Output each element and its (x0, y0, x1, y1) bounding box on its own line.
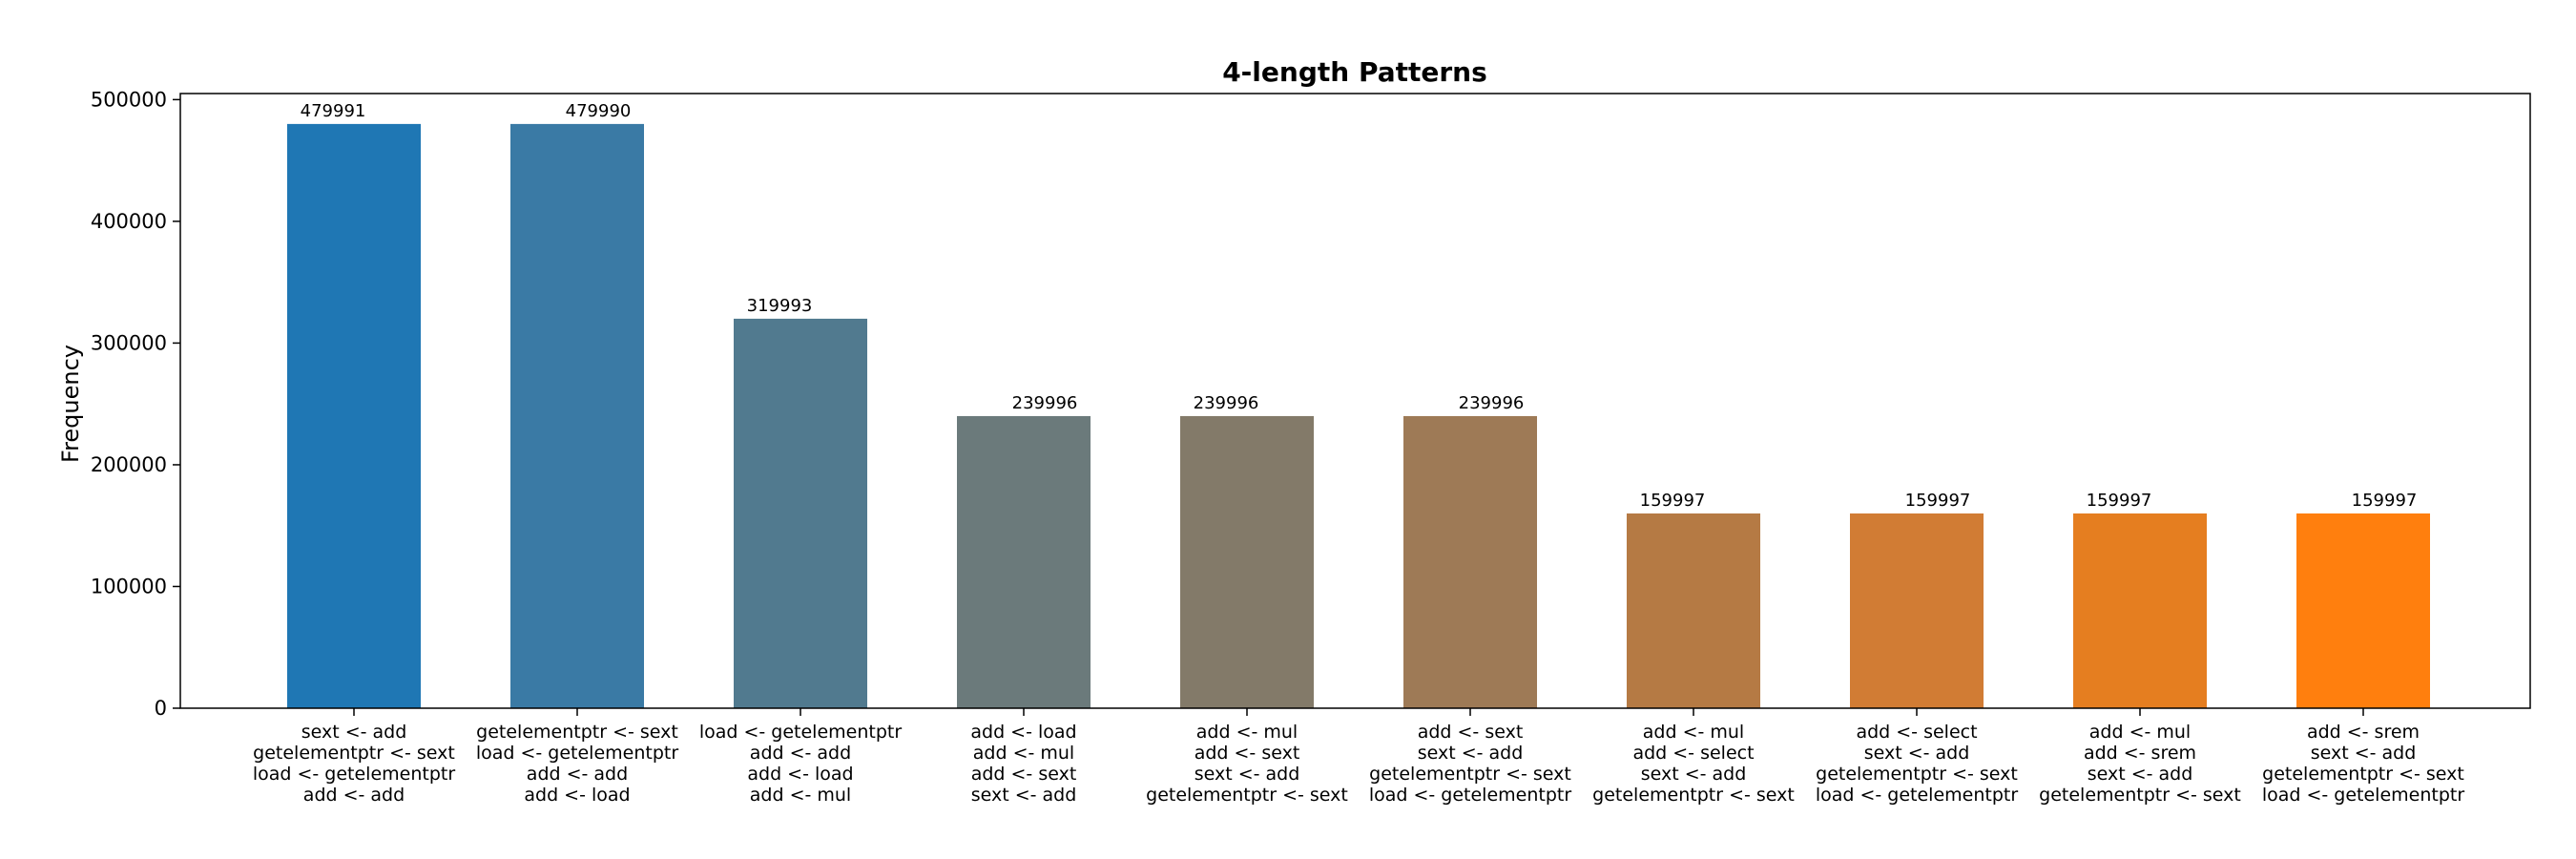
x-tick-label: add <- mul add <- sext sext <- add geteleme… (1146, 722, 1348, 806)
x-tick-label-line: getelementptr <- sext (1146, 785, 1348, 806)
x-tick-label-line: sext <- add (2088, 764, 2193, 785)
x-tick-label-line: sext <- add (1864, 743, 1970, 764)
x-tick-label-line: load <- getelementptr (1816, 785, 2019, 806)
x-tick-label: sext <- add getelementptr <- sext load <- … (253, 722, 456, 806)
x-tick-label-line: getelementptr <- sext (253, 743, 455, 764)
x-tick-label-line: add <- select (1632, 743, 1754, 764)
data-label: 479990 (566, 101, 632, 121)
bar (1627, 513, 1760, 708)
x-tick-label-line: load <- getelementptr (1369, 785, 1572, 806)
plot-frame (179, 93, 2531, 709)
data-label: 239996 (1012, 393, 1078, 413)
x-tick-label-line: getelementptr <- sext (1592, 785, 1795, 806)
x-tick-label-line: getelementptr <- sext (1369, 764, 1571, 785)
bar (510, 123, 644, 709)
bars-group (287, 123, 2430, 709)
bar (957, 415, 1091, 708)
bar (1180, 415, 1314, 708)
x-tick-label-line: add <- load (747, 764, 853, 785)
x-tick-label-line: load <- getelementptr (253, 764, 456, 785)
x-tick-label-line: sext <- add (301, 722, 407, 743)
chart-title: 4-length Patterns (1222, 56, 1487, 88)
x-tick-label-line: add <- sext (1418, 722, 1524, 743)
bar (2073, 513, 2207, 708)
y-tick-label: 200000 (91, 453, 167, 476)
x-tick-label-line: add <- add (527, 764, 628, 785)
x-tick-label-line: sext <- add (1418, 743, 1524, 764)
x-tick-label: add <- select sext <- add getelementptr <-… (1816, 722, 2019, 806)
data-label: 159997 (2087, 491, 2152, 511)
bar (287, 123, 421, 708)
data-labels-group: 479991 479990 319993 239996 239996 239996 1599… (301, 101, 2418, 511)
y-tick-label: 0 (155, 697, 167, 720)
x-tick-label-line: add <- load (970, 722, 1076, 743)
x-tick-label-line: getelementptr <- sext (2039, 785, 2241, 806)
data-label: 479991 (301, 101, 366, 121)
x-tick-label-line: load <- getelementptr (699, 722, 903, 743)
y-axis-title: Frequency (57, 345, 84, 463)
y-tick-label: 400000 (91, 210, 167, 233)
x-tick-label-line: sext <- add (1641, 764, 1747, 785)
x-tick-label: load <- getelementptr add <- add add <- lo… (699, 722, 903, 806)
x-tick-label-line: sext <- add (1195, 764, 1300, 785)
x-tick-label: add <- mul add <- select sext <- add getele… (1592, 722, 1795, 806)
y-tick-label: 300000 (91, 331, 167, 354)
x-tick-label-line: add <- mul (1196, 722, 1298, 743)
x-tick-label: getelementptr <- sext load <- getelementp… (476, 722, 679, 806)
x-tick-label-line: getelementptr <- sext (2262, 764, 2464, 785)
bar (1403, 415, 1537, 708)
x-tick-label-line: load <- getelementptr (2262, 785, 2465, 806)
data-label: 239996 (1459, 393, 1525, 413)
x-tick-label-line: getelementptr <- sext (1816, 764, 2018, 785)
x-tick-label-line: add <- srem (2084, 743, 2196, 764)
y-tick-label: 500000 (91, 88, 167, 111)
x-tick-label-line: add <- mul (1643, 722, 1744, 743)
x-tick-label-line: add <- load (524, 785, 630, 806)
x-tick-label-line: getelementptr <- sext (476, 722, 678, 743)
data-label: 159997 (1905, 491, 1971, 511)
x-tick-label-line: add <- mul (750, 785, 851, 806)
x-tick-label: add <- srem sext <- add getelementptr <- s… (2262, 722, 2465, 806)
x-tick-label-line: add <- sext (1195, 743, 1300, 764)
x-axis-ticks: sext <- add getelementptr <- sext load <- … (253, 708, 2465, 806)
x-tick-label-line: sext <- add (971, 785, 1077, 806)
x-tick-label-line: add <- srem (2307, 722, 2420, 743)
bar (1850, 513, 1984, 708)
x-tick-label: add <- mul add <- srem sext <- add geteleme… (2039, 722, 2241, 806)
x-tick-label: add <- sext sext <- add getelementptr <- s… (1369, 722, 1572, 806)
y-axis-ticks: 0 100000 200000 300000 400000 500000 (91, 88, 180, 720)
bar (734, 318, 867, 708)
data-label: 159997 (1640, 491, 1706, 511)
y-tick-label: 100000 (91, 575, 167, 597)
data-label: 239996 (1194, 393, 1259, 413)
x-tick-label: add <- load add <- mul add <- sext sext <- … (970, 722, 1076, 806)
x-tick-label-line: sext <- add (2311, 743, 2417, 764)
data-label: 319993 (747, 296, 813, 316)
x-tick-label-line: add <- add (750, 743, 851, 764)
x-tick-label-line: add <- add (303, 785, 405, 806)
x-tick-label-line: add <- select (1856, 722, 1977, 743)
x-tick-label-line: add <- mul (2089, 722, 2191, 743)
x-tick-label-line: add <- sext (971, 764, 1077, 785)
x-tick-label-line: load <- getelementptr (476, 743, 679, 764)
data-label: 159997 (2352, 491, 2418, 511)
bar (2296, 513, 2430, 708)
x-tick-label-line: add <- mul (973, 743, 1074, 764)
